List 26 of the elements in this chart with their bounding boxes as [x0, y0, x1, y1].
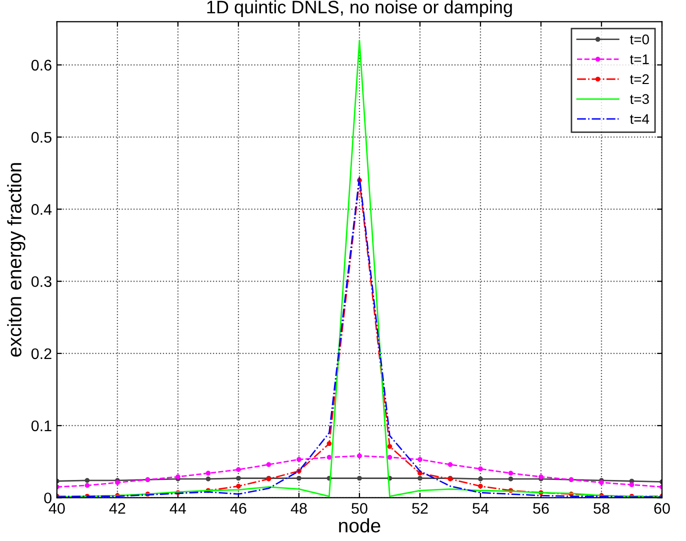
x-tick-label: 58 — [594, 502, 610, 514]
x-tick-label: 50 — [352, 502, 368, 514]
y-tick-label: 0.3 — [31, 276, 52, 288]
legend-label: t=2 — [630, 74, 649, 84]
x-tick-label: 46 — [230, 502, 246, 514]
x-tick-label: 42 — [109, 502, 126, 514]
x-tick-label: 40 — [48, 502, 65, 514]
x-axis-title: node — [339, 518, 380, 532]
chart-title: 1D quintic DNLS, no noise or damping — [207, 0, 512, 18]
y-tick-label: 0.1 — [31, 420, 52, 432]
legend-label: t=3 — [630, 94, 649, 104]
x-tick-label: 60 — [654, 502, 670, 514]
legend-label: t=1 — [630, 54, 649, 64]
legend-label: t=0 — [630, 34, 649, 44]
x-tick-label: 44 — [170, 503, 186, 514]
y-tick-label: 0.2 — [31, 348, 52, 360]
y-axis-title: exciton energy fraction — [7, 163, 26, 357]
x-tick-label: 52 — [412, 502, 428, 514]
y-tick-label: 0.6 — [31, 60, 52, 71]
x-tick-label: 56 — [533, 502, 549, 514]
y-tick-label: 0.5 — [31, 132, 52, 143]
legend-label: t=4 — [630, 114, 650, 124]
x-tick-label: 48 — [290, 502, 307, 514]
y-tick-label: 0 — [44, 492, 52, 504]
x-tick-label: 54 — [472, 503, 489, 514]
y-tick-label: 0.4 — [31, 204, 52, 215]
